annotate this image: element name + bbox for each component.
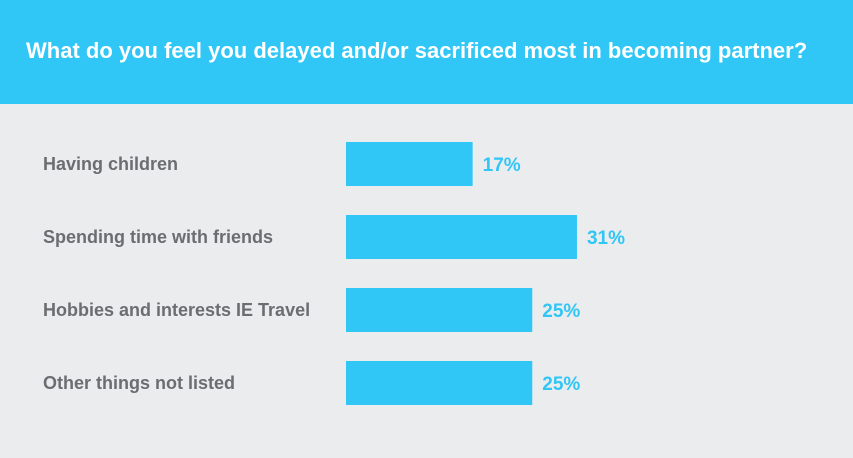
- chart-title: What do you feel you delayed and/or sacr…: [26, 38, 808, 63]
- value-label: 25%: [542, 301, 580, 322]
- chart-header: What do you feel you delayed and/or sacr…: [0, 0, 853, 104]
- value-label: 31%: [587, 228, 625, 249]
- value-label: 17%: [483, 155, 521, 176]
- bar: [346, 288, 533, 332]
- bar: [346, 215, 577, 259]
- category-label: Spending time with friends: [43, 227, 273, 247]
- bar: [346, 361, 533, 405]
- category-label: Hobbies and interests IE Travel: [43, 300, 310, 320]
- category-label: Having children: [43, 154, 178, 174]
- category-label: Other things not listed: [43, 373, 235, 393]
- bar-chart: Having children 17% Spending time with fri…: [43, 142, 625, 405]
- bar: [346, 142, 473, 186]
- value-label: 25%: [542, 374, 580, 395]
